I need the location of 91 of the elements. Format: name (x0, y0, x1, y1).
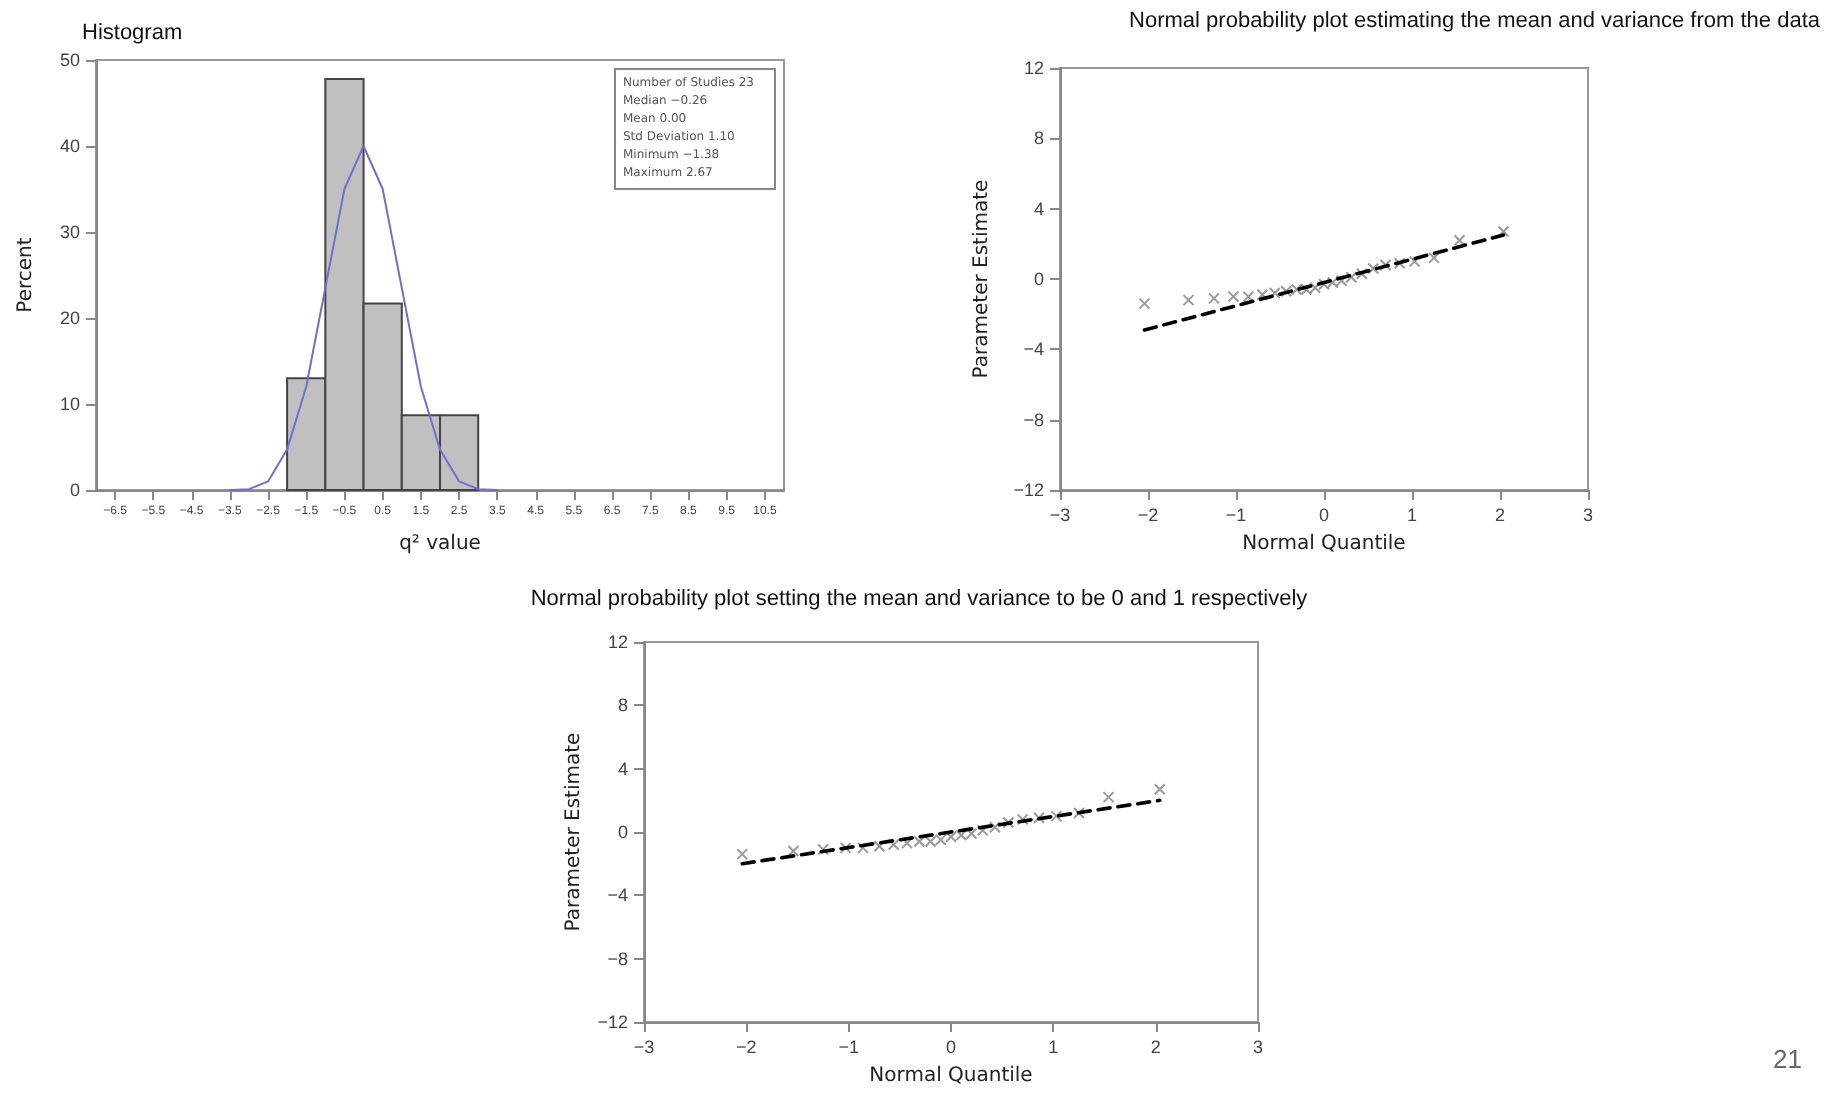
x-tick-label: 3 (1252, 1037, 1264, 1057)
x-tick-label: 0 (1318, 505, 1330, 525)
point (1242, 290, 1255, 303)
y-tick-label: −12 (597, 1012, 628, 1032)
point (1345, 271, 1358, 284)
point (736, 848, 749, 861)
point (1428, 251, 1440, 264)
chart-title: Normal probability plot estimating the mean and variance from the data (1129, 9, 1822, 33)
point (1138, 297, 1151, 310)
y-tick-label: −4 (1023, 339, 1044, 360)
y-tick-label: 4 (1033, 198, 1044, 219)
y-tick-label: 4 (617, 758, 628, 779)
y-axis-title: Percent (15, 237, 37, 313)
y-tick-label: −12 (1013, 480, 1044, 500)
x-tick-label: −3 (1049, 505, 1071, 525)
point (873, 840, 886, 853)
x-tick-label: −1 (1225, 505, 1247, 525)
y-axis-title: Parameter Estimate (970, 179, 993, 379)
y-tick-label: 8 (617, 695, 628, 716)
y-tick-label: −8 (1023, 409, 1044, 430)
line-series (228, 145, 499, 491)
point (1326, 276, 1339, 289)
point (1102, 791, 1115, 804)
point (1033, 811, 1046, 824)
point (1153, 783, 1166, 796)
x-tick-label: −2 (736, 1037, 757, 1057)
point (1002, 816, 1015, 829)
point (1379, 258, 1392, 271)
x-tick-label: −1 (838, 1037, 859, 1057)
point (1318, 278, 1330, 291)
point (1016, 813, 1029, 826)
point (887, 838, 900, 851)
point (839, 841, 852, 854)
point (976, 824, 989, 837)
point (989, 821, 1001, 834)
chart-title: Normal probability plot setting the mean and variance to be 0 and 1 respectively (530, 587, 1309, 611)
point (1227, 290, 1240, 303)
point (856, 841, 869, 854)
point (1497, 225, 1510, 238)
point (1408, 255, 1421, 268)
point (1072, 807, 1085, 819)
y-tick-label: 8 (1033, 128, 1044, 149)
point (817, 843, 830, 856)
point (1453, 234, 1466, 247)
y-tick-label: 20 (59, 308, 80, 328)
y-tick-label: −4 (607, 885, 628, 906)
y-tick-label: 0 (617, 822, 628, 842)
x-tick-label: −2 (1137, 505, 1159, 525)
x-tick-label: 2 (1494, 505, 1506, 525)
x-tick-label: 1 (1048, 1037, 1059, 1057)
x-axis-title: q² value (399, 533, 481, 555)
point (913, 835, 926, 848)
x-axis-title: Normal Quantile (1242, 533, 1406, 555)
point (1280, 285, 1293, 298)
y-tick-label: 12 (607, 632, 628, 652)
y-tick-label: 10 (59, 394, 80, 414)
chart-title: Histogram (82, 21, 183, 45)
x-tick-label: 1 (1406, 505, 1418, 525)
point (1050, 810, 1063, 823)
y-tick-label: 0 (1033, 269, 1044, 289)
x-tick-label: 3 (1582, 505, 1594, 525)
point (1355, 267, 1368, 280)
point (934, 833, 947, 846)
x-tick-label: −3 (633, 1037, 655, 1057)
y-tick-label: 30 (59, 222, 80, 242)
point (1309, 281, 1322, 294)
y-tick-label: 50 (59, 50, 80, 70)
x-axis-title: Normal Quantile (869, 1065, 1033, 1087)
point (1393, 257, 1406, 270)
point (901, 837, 913, 850)
point (1182, 294, 1195, 307)
y-axis-title: Parameter Estimate (563, 732, 585, 932)
point (924, 835, 937, 848)
y-tick-label: 12 (1023, 58, 1044, 78)
point (945, 830, 957, 843)
point (955, 829, 968, 842)
point (1256, 288, 1269, 301)
text: 21 (1773, 1044, 1803, 1074)
point (1367, 262, 1380, 275)
y-tick-label: 0 (69, 480, 80, 500)
point (1300, 283, 1313, 296)
x-tick-label: 0 (945, 1037, 957, 1057)
point (1268, 287, 1281, 300)
y-tick-label: 40 (59, 136, 80, 156)
point (1290, 283, 1303, 296)
point (787, 845, 800, 857)
point (1335, 274, 1348, 287)
y-tick-label: −8 (607, 948, 628, 969)
x-tick-label: 2 (1150, 1037, 1161, 1057)
point (1208, 292, 1220, 305)
point (965, 827, 978, 840)
